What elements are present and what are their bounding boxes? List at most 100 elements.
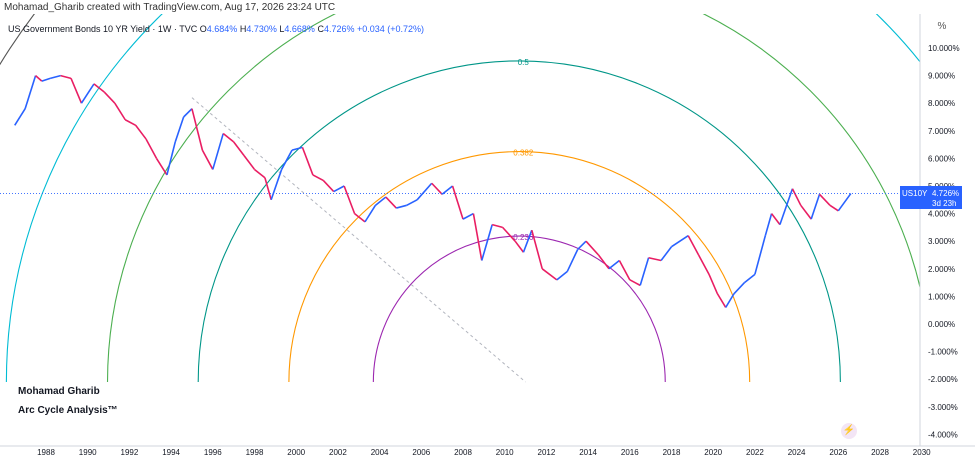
x-tick-label: 2028 [871, 448, 889, 457]
series-segment [480, 224, 493, 261]
series-segment [396, 204, 407, 209]
series-segment [322, 179, 335, 193]
series-segment [301, 147, 314, 176]
fib-arc [106, 14, 920, 382]
tradingview-logo-icon[interactable]: ⚡ [841, 423, 857, 439]
trend-line [191, 97, 526, 383]
series-segment [491, 223, 503, 229]
series-segment [124, 119, 137, 126]
x-tick-label: 2016 [621, 448, 639, 457]
series-segment [531, 229, 544, 270]
series-segment [754, 235, 767, 275]
x-tick-label: 2030 [913, 448, 931, 457]
x-tick-label: 2026 [829, 448, 847, 457]
credit-text: Mohamad_Gharib created with TradingView.… [4, 2, 336, 13]
series-segment [577, 240, 587, 251]
y-tick-label: -4.000% [928, 430, 958, 439]
series-segment [708, 274, 719, 294]
series-segment [660, 246, 673, 262]
series-segment [270, 169, 283, 201]
y-tick-label: 7.000% [928, 127, 955, 136]
author-title: Arc Cycle Analysis™ [18, 405, 118, 416]
series-segment [155, 157, 168, 176]
series-segment [166, 141, 177, 176]
series-segment [24, 75, 37, 109]
series-segment [35, 75, 43, 82]
series-segment [743, 273, 756, 284]
x-tick-label: 2014 [579, 448, 597, 457]
series-segment [103, 91, 116, 104]
series-segment [716, 293, 727, 308]
series-segment [93, 83, 105, 93]
y-tick-label: 2.000% [928, 265, 955, 274]
y-tick-label: 8.000% [928, 99, 955, 108]
series-segment [431, 182, 443, 195]
fib-arc [197, 60, 841, 382]
series-segment [818, 193, 831, 206]
series-segment [764, 213, 773, 236]
x-axis: 1988 1990 1992 1994 1996 1998 2000 2002 2004 2006… [0, 445, 975, 457]
legend-high-label: H [239, 24, 247, 34]
legend-open-value: 4.684% [206, 24, 238, 34]
series-segment [829, 204, 839, 212]
price-tag-symbol: US10Y [902, 189, 928, 198]
series-segment [183, 108, 193, 118]
series-segment [585, 240, 600, 256]
series-segment [733, 282, 746, 295]
series-segment [629, 279, 641, 287]
y-tick-label: -2.000% [928, 375, 958, 384]
x-tick-label: 2012 [538, 448, 556, 457]
x-tick-label: 2022 [746, 448, 764, 457]
series-segment [462, 212, 474, 220]
series-segment [343, 185, 356, 214]
trend-line-segment [191, 97, 526, 383]
series-segment [233, 141, 245, 157]
legend-title: US Government Bonds 10 YR Yield · 1W · T… [8, 24, 198, 34]
series-segment [364, 204, 377, 223]
series-segment [291, 146, 303, 151]
y-axis: 10.000%9.000%8.000%7.000%6.000%5.000%4.0… [919, 14, 960, 446]
y-tick-label: 9.000% [928, 72, 955, 81]
x-tick-label: 1998 [246, 448, 264, 457]
x-tick-label: 2024 [788, 448, 806, 457]
series-segment [566, 249, 579, 272]
x-tick-label: 2018 [663, 448, 681, 457]
series-segment [502, 226, 516, 242]
x-tick-label: 1992 [121, 448, 139, 457]
series-segment [60, 74, 72, 80]
price-tag: US10Y 4.726% 3d 23h [900, 186, 962, 209]
percent-icon[interactable]: % [937, 21, 947, 32]
series-segment [472, 213, 483, 261]
x-tick-label: 1996 [204, 448, 222, 457]
series-segment [145, 138, 158, 159]
series-segment [135, 124, 147, 140]
yield-series [14, 74, 852, 308]
series-segment [810, 194, 821, 220]
series-segment [770, 213, 781, 226]
series-segment [837, 193, 852, 212]
series-segment [254, 168, 266, 179]
fib-arc-label: 0.382 [513, 149, 534, 158]
series-segment [385, 196, 397, 209]
series-segment [791, 188, 802, 206]
series-segment [201, 149, 214, 170]
series-segment [80, 83, 95, 104]
legend-close-value: 4.726% [323, 24, 355, 34]
x-tick-label: 1994 [162, 448, 180, 457]
price-tag-value: 4.726% [932, 189, 960, 198]
legend-close-label: C [317, 24, 324, 34]
series-segment [354, 212, 366, 223]
series-segment [556, 270, 568, 281]
y-tick-label: 1.000% [928, 292, 955, 301]
y-tick-label: 4.000% [928, 210, 955, 219]
fib-arc [372, 235, 666, 382]
legend-high-value: 4.730% [246, 24, 277, 34]
series-segment [687, 235, 700, 256]
series-segment [114, 102, 126, 121]
series-segment [671, 235, 689, 248]
series-segment [41, 77, 51, 82]
series-segment [597, 254, 610, 270]
series-segment [639, 257, 650, 286]
fib-arc [6, 0, 975, 382]
